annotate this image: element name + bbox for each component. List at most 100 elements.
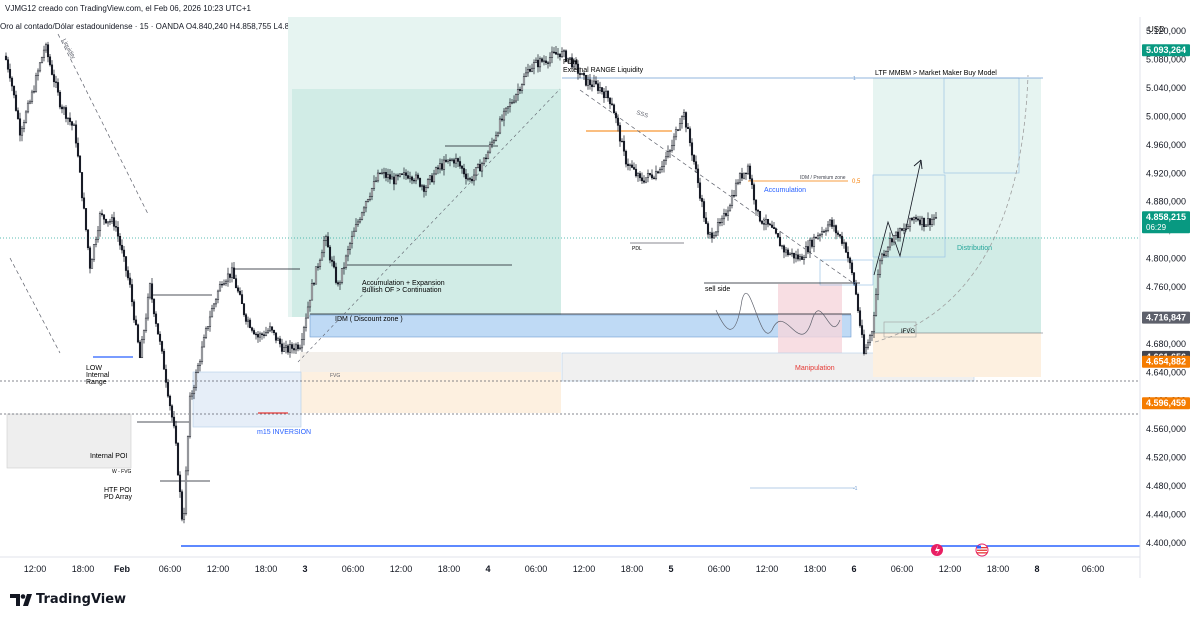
candle-body [252, 330, 256, 335]
time-axis[interactable]: 12:00 18:00 Feb 06:00 12:00 18:00 3 06:00 12:00 1… [24, 564, 1105, 574]
candle-body [78, 155, 82, 173]
candle-body [410, 176, 414, 181]
candle-body [788, 253, 792, 256]
candle-body [422, 185, 426, 192]
candle-body [104, 218, 108, 224]
candle-body [818, 234, 822, 236]
candle-body [22, 122, 26, 130]
candle-body [598, 87, 602, 91]
candle-body [192, 387, 196, 395]
m15-inversion-box [192, 371, 302, 428]
price-label-value: 4.858,215 [1146, 212, 1186, 222]
candle-body [436, 167, 440, 170]
candle-body [216, 290, 220, 300]
candle-body [260, 333, 264, 335]
lightning-event-icon[interactable] [931, 544, 943, 556]
candle-body [880, 253, 884, 262]
candle-body [346, 249, 350, 257]
candle-body [810, 239, 814, 247]
candle-body [378, 172, 382, 175]
candle-body [542, 60, 546, 62]
price-label-box [1142, 311, 1190, 324]
candle-body [764, 218, 768, 225]
candle-body [676, 129, 680, 131]
candle-body [168, 395, 172, 407]
range-label: Range [86, 379, 107, 386]
candle-body [492, 140, 496, 143]
candle-body [836, 232, 840, 235]
candle-body [876, 274, 880, 295]
candle-body [510, 102, 514, 104]
candle-body [596, 83, 600, 91]
candle-body [536, 59, 540, 68]
candle-body [682, 112, 686, 117]
candle-body [204, 328, 208, 338]
candle-body [916, 218, 920, 221]
y-tick-label: 4.920,000 [1146, 168, 1186, 178]
candle-body [206, 326, 210, 329]
us-flag-event-icon[interactable] [975, 543, 989, 557]
candle-body [856, 294, 860, 311]
candle-body [844, 242, 848, 253]
candle-body [744, 172, 748, 175]
candle-body [776, 233, 780, 238]
candle-body [908, 217, 912, 227]
y-tick-label: 5.040,000 [1146, 83, 1186, 93]
candle-body [382, 172, 386, 174]
candle-body [152, 298, 156, 315]
candle-body [512, 100, 516, 103]
candle-body [546, 62, 550, 64]
candle-body [414, 174, 418, 182]
projection-arrowhead [913, 159, 923, 170]
y-tick-label: 5.120,000 [1146, 26, 1186, 36]
price-label-box [1142, 211, 1190, 234]
candle-body [302, 327, 306, 340]
candle-body [574, 60, 578, 65]
candle-body [34, 75, 38, 92]
price-chart[interactable]: PDH External RANGE Liquidity LTF MMBM > … [0, 0, 1200, 578]
candle-body [96, 230, 100, 240]
candle-body [632, 167, 636, 170]
candle-body [602, 91, 606, 98]
candle-body [758, 211, 762, 222]
candle-body [814, 236, 818, 239]
candle-body [852, 272, 856, 284]
candle-body [62, 107, 66, 110]
idm-premium-label: IDM / Premium zone [800, 175, 846, 181]
candle-body [134, 319, 138, 326]
candle-body [310, 283, 314, 301]
trend-dash-2 [9, 257, 61, 354]
candle-body [454, 158, 458, 164]
candle-body [722, 213, 726, 220]
candle-body [838, 234, 842, 237]
candle-body [438, 163, 442, 170]
candle-body [72, 124, 76, 126]
candle-body [728, 205, 732, 212]
candle-body [354, 224, 358, 232]
x-tick-label: 12:00 [390, 564, 413, 574]
candle-body [726, 210, 730, 216]
x-tick-label: 18:00 [987, 564, 1010, 574]
x-tick-label: 06:00 [1082, 564, 1105, 574]
candle-body [50, 64, 54, 75]
price-axis[interactable]: 5.120,000 5.080,000 5.040,000 5.000,000 4.96… [1146, 26, 1186, 548]
candle-body [554, 52, 558, 55]
candle-body [396, 174, 400, 177]
candle-body [582, 72, 586, 76]
candle-body [720, 218, 724, 223]
candle-body [88, 247, 92, 269]
x-tick-label: 06:00 [708, 564, 731, 574]
candle-body [514, 94, 518, 102]
price-label-value: 4.596,459 [1146, 398, 1186, 408]
x-tick-label: 18:00 [804, 564, 827, 574]
y-tick-label: 4.560,000 [1146, 424, 1186, 434]
candle-body [440, 163, 444, 170]
candle-body [526, 68, 530, 74]
tradingview-logo[interactable]: TradingView [10, 592, 126, 607]
candle-body [650, 174, 654, 179]
candle-body [606, 90, 610, 99]
candle-body [292, 348, 296, 351]
candle-body [666, 151, 670, 158]
candle-body [76, 142, 80, 157]
candle-body [120, 244, 124, 251]
